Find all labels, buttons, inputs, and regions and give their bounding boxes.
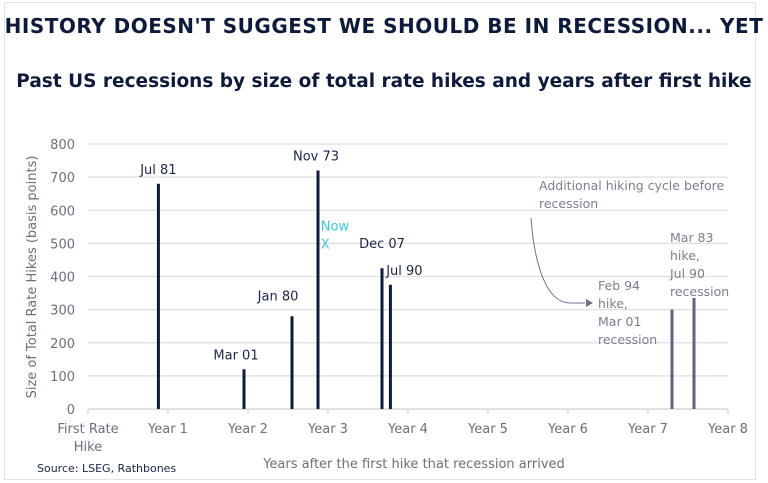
- bar-label: Jul 81: [139, 163, 176, 178]
- annotation-arrow: [530, 217, 585, 304]
- x-tick-label: First Rate: [57, 422, 118, 437]
- bar-label: Mar 83: [670, 230, 713, 245]
- x-tick-label: Year 1: [147, 422, 188, 437]
- bar-label: hike,: [598, 296, 628, 311]
- annotation: Additional hiking cycle before: [539, 178, 724, 193]
- source-note: Source: LSEG, Rathbones: [37, 462, 176, 475]
- x-tick-label: Year 3: [307, 422, 348, 437]
- y-tick-label: 400: [50, 271, 75, 286]
- x-tick-label: Year 7: [627, 422, 668, 437]
- chart-title: HISTORY DOESN'T SUGGEST WE SHOULD BE IN …: [4, 14, 764, 38]
- bar-label: Nov 73: [293, 150, 339, 165]
- x-tick-label: Year 8: [707, 422, 748, 437]
- y-tick-label: 200: [50, 337, 75, 352]
- x-axis-label: Years after the first hike that recessio…: [262, 457, 565, 472]
- bar-label: Jan 80: [257, 289, 299, 304]
- bar-label: Jul 90: [669, 266, 705, 281]
- chart-frame: [4, 2, 756, 480]
- y-axis-label: Size of Total Rate Hikes (basis points): [25, 156, 40, 399]
- bar-label: hike,: [670, 248, 700, 263]
- bar-label: Mar 01: [213, 348, 258, 363]
- annotation: recession: [539, 196, 598, 211]
- x-tick-label: Year 4: [387, 422, 428, 437]
- x-tick-label: Hike: [74, 440, 102, 455]
- bar-label: recession: [670, 284, 729, 299]
- x-tick-label: Year 5: [467, 422, 508, 437]
- now-label: Now: [321, 219, 350, 234]
- y-tick-label: 300: [50, 304, 75, 319]
- x-tick-label: Year 6: [547, 422, 588, 437]
- y-tick-label: 600: [50, 204, 75, 219]
- arrow-head-icon: [586, 299, 593, 307]
- bar-label: recession: [598, 332, 657, 347]
- bar-label: Feb 94: [598, 278, 640, 293]
- chart-subtitle: Past US recessions by size of total rate…: [16, 71, 752, 92]
- bar-label: Dec 07: [359, 237, 405, 252]
- y-tick-label: 500: [50, 237, 75, 252]
- y-tick-label: 800: [50, 138, 75, 153]
- bar-label: Mar 01: [598, 314, 641, 329]
- y-tick-label: 0: [67, 403, 75, 418]
- y-tick-label: 100: [50, 370, 75, 385]
- x-tick-label: Year 2: [227, 422, 268, 437]
- now-marker: X: [321, 237, 330, 252]
- y-tick-label: 700: [50, 171, 75, 186]
- bar-label: Jul 90: [385, 264, 422, 279]
